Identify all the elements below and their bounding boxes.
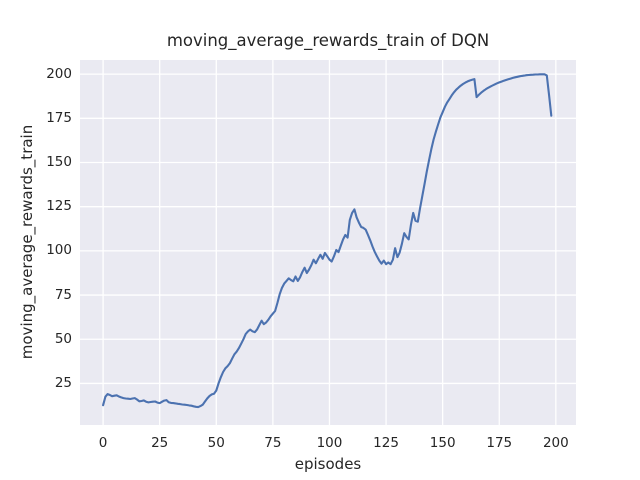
y-tick-label: 25 [54, 374, 72, 391]
y-tick-label: 100 [46, 242, 72, 259]
y-tick-label: 200 [46, 65, 72, 82]
y-tick-label: 75 [54, 286, 72, 303]
x-tick-label: 200 [542, 435, 569, 451]
y-tick-label: 175 [46, 109, 72, 126]
x-tick-label: 25 [151, 435, 169, 451]
x-tick-label: 0 [98, 435, 108, 451]
x-tick-label: 100 [316, 435, 343, 451]
chart-title: moving_average_rewards_train of DQN [166, 31, 490, 50]
y-tick-label: 50 [54, 330, 72, 347]
x-tick-label: 75 [264, 435, 282, 451]
x-tick-label: 150 [429, 435, 456, 451]
y-tick-label: 125 [46, 198, 72, 215]
x-tick-label: 50 [207, 435, 225, 451]
x-axis-label: episodes [294, 455, 362, 473]
x-tick-label: 125 [373, 435, 399, 451]
plot-background [80, 60, 576, 425]
x-tick-label: 175 [486, 435, 513, 451]
data-line [102, 73, 553, 409]
y-axis-label: moving_average_rewards_train [18, 124, 36, 360]
y-tick-label: 150 [46, 154, 72, 171]
